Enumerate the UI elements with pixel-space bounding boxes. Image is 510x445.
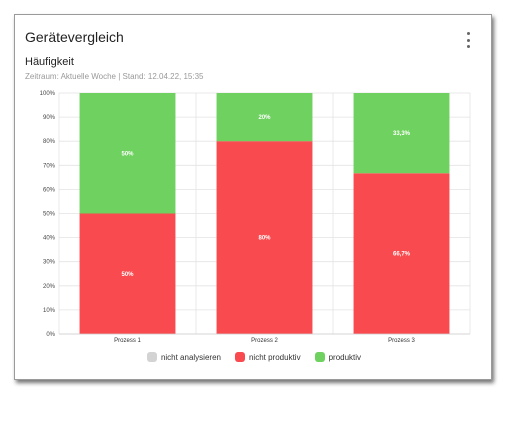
chart-legend: nicht analysieren nicht produktiv produkti… (15, 352, 493, 362)
legend-item[interactable]: produktiv (314, 352, 362, 362)
y-tick-label: 80% (43, 139, 56, 145)
y-tick-label: 60% (43, 187, 56, 193)
data-label: 66,7% (393, 252, 411, 258)
bar-segment (79, 93, 176, 214)
more-vertical-icon[interactable] (467, 32, 471, 48)
x-tick-label: Prozess 3 (388, 338, 415, 344)
y-tick-label: 40% (43, 236, 56, 242)
legend-swatch (314, 352, 325, 362)
y-tick-label: 90% (43, 115, 56, 121)
x-tick-label: Prozess 1 (114, 338, 141, 344)
stacked-bar-chart: 0% 10% 20% 30% 40% 50% 60% 70% 80% 90% 100% 50% 50% P… (40, 91, 471, 344)
bar-segment (216, 93, 313, 142)
y-tick-label: 30% (43, 260, 56, 266)
data-label: 33,3% (393, 131, 411, 137)
y-tick-label: 50% (43, 212, 56, 218)
y-tick-label: 100% (40, 91, 56, 97)
data-label: 50% (121, 272, 134, 278)
data-label: 20% (258, 115, 271, 121)
data-label: 80% (258, 236, 271, 242)
bar-segment (353, 173, 450, 334)
bar-segment (79, 213, 176, 334)
bar-segment (353, 93, 450, 174)
legend-swatch (146, 352, 157, 362)
x-tick-label: Prozess 2 (251, 338, 278, 344)
chart-card: Gerätevergleich Häufigkeit Zeitraum: Akt… (14, 14, 492, 380)
y-tick-label: 70% (43, 163, 56, 169)
legend-label: nicht produktiv (248, 352, 301, 362)
y-tick-label: 10% (43, 308, 56, 314)
y-tick-label: 20% (43, 284, 56, 290)
y-tick-label: 0% (46, 332, 55, 338)
legend-swatch (234, 352, 245, 362)
legend-label: produktiv (328, 352, 362, 362)
card-title: Gerätevergleich (25, 29, 124, 45)
legend-label: nicht analysieren (160, 352, 221, 362)
chart-subtitle: Häufigkeit (25, 56, 74, 68)
timeframe-info: Zeitraum: Aktuelle Woche | Stand: 12.04.… (25, 72, 204, 81)
bar-segment (216, 141, 313, 334)
legend-item[interactable]: nicht produktiv (234, 352, 301, 362)
data-label: 50% (121, 151, 134, 157)
legend-item[interactable]: nicht analysieren (146, 352, 221, 362)
